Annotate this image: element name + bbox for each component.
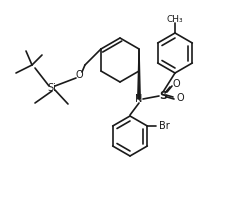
Text: N: N <box>135 94 143 104</box>
Text: CH₃: CH₃ <box>167 15 183 24</box>
Text: O: O <box>172 79 180 89</box>
Text: S: S <box>159 91 167 101</box>
Text: O: O <box>176 93 184 103</box>
Text: Si: Si <box>48 83 57 93</box>
Polygon shape <box>138 49 140 99</box>
Text: Br: Br <box>159 121 170 131</box>
Text: O: O <box>75 70 83 80</box>
